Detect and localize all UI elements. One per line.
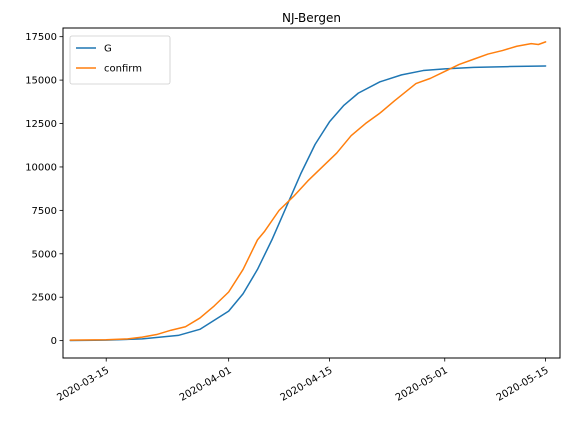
x-tick-label: 2020-04-01 xyxy=(178,365,234,404)
y-tick-label: 5000 xyxy=(32,249,57,260)
plot-lines xyxy=(70,42,545,341)
series-line-G xyxy=(70,66,545,341)
y-tick-label: 7500 xyxy=(32,206,57,217)
x-tick-label: 2020-03-15 xyxy=(55,365,111,404)
y-tick-label: 17500 xyxy=(25,32,57,43)
series-line-confirm xyxy=(70,42,545,340)
x-tick-label: 2020-05-01 xyxy=(394,365,450,404)
legend-label-confirm: confirm xyxy=(104,64,142,75)
x-tick-label: 2020-04-15 xyxy=(279,365,335,404)
x-axis: 2020-03-15 2020-04-01 2020-04-15 2020-05-01… xyxy=(55,358,550,404)
legend-label-G: G xyxy=(104,44,112,55)
legend-box xyxy=(70,36,170,84)
y-tick-label: 15000 xyxy=(25,76,57,87)
y-axis: 0 2500 5000 7500 10000 12500 15000 17500 xyxy=(25,32,63,347)
y-tick-label: 10000 xyxy=(25,162,57,173)
chart-title: NJ-Bergen xyxy=(282,11,341,25)
y-tick-label: 2500 xyxy=(32,293,57,304)
y-tick-label: 0 xyxy=(51,336,57,347)
x-tick-label: 2020-05-15 xyxy=(495,365,551,404)
y-tick-label: 12500 xyxy=(25,119,57,130)
